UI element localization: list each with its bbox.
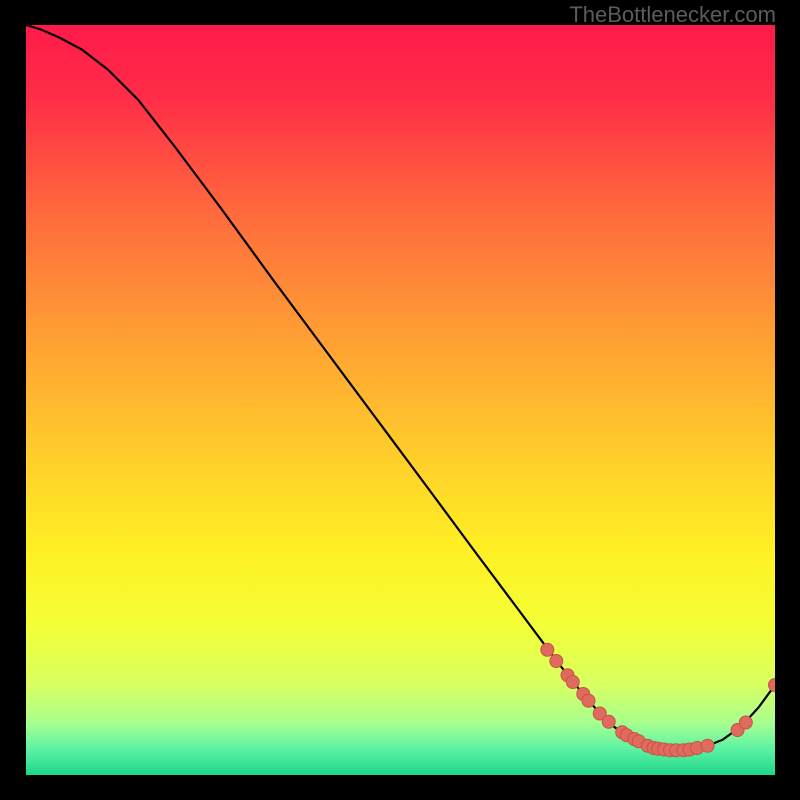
plot-area [26,25,775,775]
data-marker [550,655,563,668]
data-marker [566,676,579,689]
data-marker [582,694,595,707]
curve-layer [26,25,775,775]
data-marker [602,715,615,728]
data-marker [701,739,714,752]
bottleneck-curve [26,25,775,750]
data-marker [541,643,554,656]
data-marker [769,679,776,692]
watermark-text: TheBottlenecker.com [569,2,776,28]
chart-frame: TheBottlenecker.com [0,0,800,800]
data-marker [739,716,752,729]
